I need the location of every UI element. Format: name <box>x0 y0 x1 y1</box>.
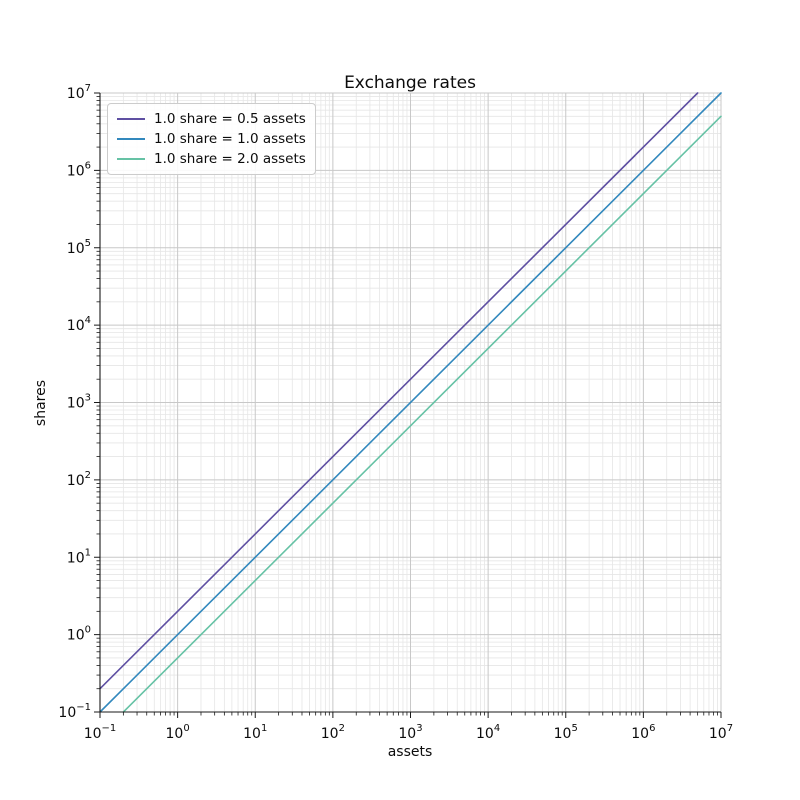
x-tick-label: 101 <box>243 723 267 742</box>
x-tick-label: 102 <box>321 723 345 742</box>
x-tick-label: 10−1 <box>84 723 117 742</box>
y-tick-label: 101 <box>67 547 91 566</box>
series-line-2 <box>122 115 722 713</box>
y-tick-label: 102 <box>67 470 91 489</box>
legend-line-swatch-2 <box>117 158 145 160</box>
x-tick-label: 100 <box>166 723 190 742</box>
y-tick-label: 10−1 <box>58 702 91 721</box>
series-lines <box>99 92 722 713</box>
x-tick-label: 107 <box>709 723 733 742</box>
series-line-0 <box>99 92 699 690</box>
legend-entry-label: 1.0 share = 1.0 assets <box>154 131 306 147</box>
y-tick-label: 104 <box>67 315 91 334</box>
series-line-1 <box>99 92 722 713</box>
x-tick-label: 104 <box>476 723 500 742</box>
y-tick-label: 107 <box>67 83 91 102</box>
chart-title: Exchange rates <box>344 73 476 93</box>
legend: 1.0 share = 0.5 assets 1.0 share = 1.0 a… <box>107 103 316 175</box>
x-tick-label: 106 <box>631 723 655 742</box>
y-tick-label: 100 <box>67 625 91 644</box>
plot-area: 10−1 100 101 102 103 104 105 106 107 10−1 100 101 10… <box>58 83 733 742</box>
legend-entry-label: 1.0 share = 0.5 assets <box>154 111 306 127</box>
y-tick-label: 103 <box>67 393 91 412</box>
legend-entry: 1.0 share = 1.0 assets <box>117 131 306 147</box>
legend-entry-label: 1.0 share = 2.0 assets <box>154 151 306 167</box>
legend-entry: 1.0 share = 0.5 assets <box>117 111 306 127</box>
x-axis-label: assets <box>388 744 433 760</box>
legend-line-swatch-0 <box>117 118 145 120</box>
legend-entry: 1.0 share = 2.0 assets <box>117 151 306 167</box>
axis-ticks <box>94 92 722 718</box>
y-tick-label: 105 <box>67 238 91 257</box>
x-tick-label: 103 <box>398 723 422 742</box>
y-tick-label: 106 <box>67 160 91 179</box>
x-tick-label: 105 <box>554 723 578 742</box>
tick-labels: 10−1 100 101 102 103 104 105 106 107 10−1 100 101 10… <box>58 83 733 742</box>
y-axis-label: shares <box>33 380 49 426</box>
legend-line-swatch-1 <box>117 138 145 140</box>
